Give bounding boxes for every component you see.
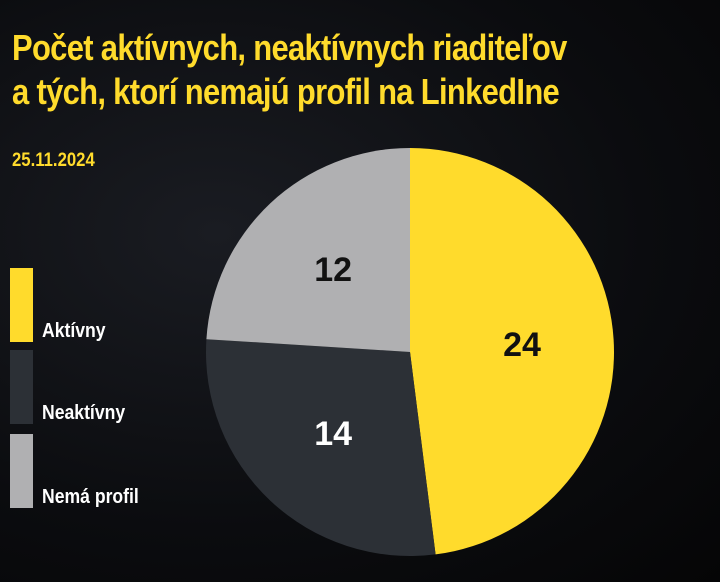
pie-slice-nema-profil	[206, 148, 410, 352]
chart-title-line-1: Počet aktívnych, neaktívnych riaditeľov	[12, 27, 567, 68]
legend-swatch-nema-profil	[10, 434, 33, 508]
pie-label-aktivny: 24	[503, 326, 541, 364]
legend-label-neaktivny: Neaktívny	[42, 402, 126, 424]
pie-slice-neaktivny	[205, 339, 436, 556]
legend-item-nema-profil: Nemá profil	[10, 434, 210, 508]
pie-slice-aktivny	[410, 148, 615, 555]
legend-item-neaktivny: Neaktívny	[10, 350, 210, 424]
chart-title: Počet aktívnych, neaktívnych riaditeľov …	[12, 26, 614, 114]
legend-item-aktivny: Aktívny	[10, 268, 210, 342]
chart-date: 25.11.2024	[12, 150, 95, 171]
legend-label-aktivny: Aktívny	[42, 320, 106, 342]
pie-label-nema-profil: 12	[314, 251, 352, 289]
legend-swatch-aktivny	[10, 268, 33, 342]
pie-label-neaktivny: 14	[314, 415, 352, 453]
chart-title-line-2: a tých, ktorí nemajú profil na LinkedIne	[12, 71, 560, 112]
legend-swatch-neaktivny	[10, 350, 33, 424]
legend-label-nema-profil: Nemá profil	[42, 486, 139, 508]
